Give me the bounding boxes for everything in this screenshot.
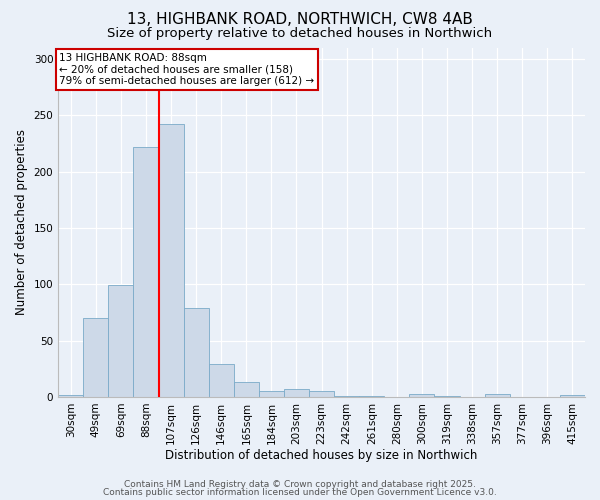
Text: Contains HM Land Registry data © Crown copyright and database right 2025.: Contains HM Land Registry data © Crown c… xyxy=(124,480,476,489)
Bar xyxy=(158,124,184,397)
Bar xyxy=(58,394,83,397)
Bar xyxy=(309,392,334,397)
Text: 13 HIGHBANK ROAD: 88sqm
← 20% of detached houses are smaller (158)
79% of semi-d: 13 HIGHBANK ROAD: 88sqm ← 20% of detache… xyxy=(59,53,314,86)
X-axis label: Distribution of detached houses by size in Northwich: Distribution of detached houses by size … xyxy=(166,450,478,462)
Bar xyxy=(485,394,510,397)
Bar xyxy=(83,318,109,397)
Text: Size of property relative to detached houses in Northwich: Size of property relative to detached ho… xyxy=(107,28,493,40)
Bar xyxy=(259,392,284,397)
Bar xyxy=(109,286,133,397)
Bar xyxy=(133,146,158,397)
Bar xyxy=(209,364,234,397)
Bar xyxy=(409,394,434,397)
Text: Contains public sector information licensed under the Open Government Licence v3: Contains public sector information licen… xyxy=(103,488,497,497)
Bar xyxy=(334,396,359,397)
Bar xyxy=(560,394,585,397)
Text: 13, HIGHBANK ROAD, NORTHWICH, CW8 4AB: 13, HIGHBANK ROAD, NORTHWICH, CW8 4AB xyxy=(127,12,473,28)
Bar xyxy=(434,396,460,397)
Bar xyxy=(234,382,259,397)
Bar xyxy=(359,396,385,397)
Y-axis label: Number of detached properties: Number of detached properties xyxy=(15,129,28,315)
Bar xyxy=(284,389,309,397)
Bar xyxy=(184,308,209,397)
